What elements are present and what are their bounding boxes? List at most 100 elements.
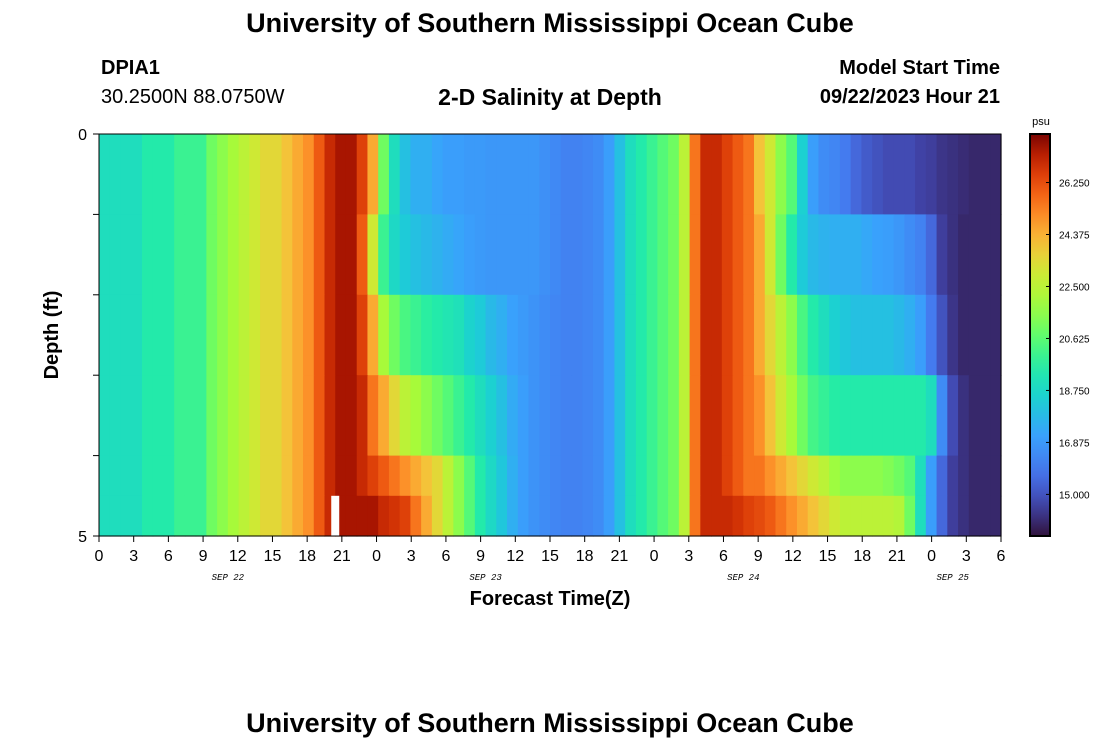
- heatmap-cell: [689, 134, 701, 215]
- heatmap-cell: [571, 214, 583, 296]
- heatmap-cell: [807, 214, 820, 296]
- heatmap-cell: [560, 375, 573, 457]
- heatmap-cell: [184, 495, 197, 537]
- heatmap-cell: [539, 495, 551, 537]
- date-label: SEP 23: [469, 573, 502, 583]
- colorbar-unit: psu: [1032, 116, 1050, 128]
- heatmap-cell: [270, 495, 283, 537]
- heatmap-cell: [99, 134, 111, 215]
- heatmap-cell: [571, 294, 583, 376]
- heatmap-cell: [614, 455, 626, 497]
- heatmap-cell: [206, 455, 218, 497]
- heatmap-cell: [839, 455, 852, 497]
- heatmap-cell: [453, 375, 465, 457]
- heatmap-cell: [195, 495, 207, 537]
- heatmap-cell: [345, 134, 358, 215]
- heatmap-cell: [281, 375, 293, 457]
- heatmap-cell: [582, 294, 594, 376]
- heatmap-cell: [668, 294, 680, 376]
- heatmap-cell: [646, 455, 658, 497]
- colorbar: 26.250 24.375 22.500 20.625 18.750 16.875 15.0…: [1029, 133, 1090, 537]
- heatmap-cell: [378, 455, 390, 497]
- heatmap-cell: [925, 214, 938, 296]
- heatmap-cell: [979, 214, 991, 296]
- x-tick-label: 12: [784, 548, 802, 565]
- heatmap-cell: [238, 214, 250, 296]
- heatmap-cell: [689, 294, 701, 376]
- heatmap-cell: [646, 294, 658, 376]
- heatmap-cell: [754, 294, 766, 376]
- x-tick-label: 3: [684, 548, 693, 565]
- heatmap-cell: [195, 375, 207, 457]
- heatmap-cell: [131, 134, 143, 215]
- heatmap-cell: [979, 455, 991, 497]
- heatmap-cell: [743, 214, 755, 296]
- heatmap-cell: [818, 375, 830, 457]
- heatmap-cell: [818, 134, 830, 215]
- heatmap-cell: [109, 134, 122, 215]
- heatmap-cell: [560, 455, 573, 497]
- heatmap-cell: [625, 134, 637, 215]
- heatmap-cell: [249, 214, 261, 296]
- heatmap-cell: [378, 495, 390, 537]
- heatmap-cell: [464, 214, 476, 296]
- x-tick-label: 18: [853, 548, 871, 565]
- heatmap-cell: [560, 214, 573, 296]
- heatmap-cell: [861, 375, 873, 457]
- heatmap-cell: [335, 214, 347, 296]
- heatmap-cell: [947, 134, 959, 215]
- heatmap-cell: [925, 455, 938, 497]
- heatmap-cell: [603, 495, 616, 537]
- heatmap-cell: [678, 214, 691, 296]
- heatmap-cell: [442, 375, 454, 457]
- heatmap-cell: [775, 214, 787, 296]
- heatmap-cell: [614, 214, 626, 296]
- heatmap-cell: [657, 455, 669, 497]
- heatmap-cell: [528, 375, 540, 457]
- heatmap-cell: [335, 495, 347, 537]
- x-tick-label: 0: [372, 548, 381, 565]
- heatmap-cell: [979, 375, 991, 457]
- heatmap-cell: [550, 294, 562, 376]
- heatmap-cell: [711, 214, 723, 296]
- heatmap-cell: [517, 375, 530, 457]
- heatmap-cell: [474, 455, 487, 497]
- heatmap-cell: [646, 495, 658, 537]
- heatmap-cell: [872, 214, 884, 296]
- heatmap-cell: [464, 294, 476, 376]
- heatmap-cell: [99, 455, 111, 497]
- heatmap-cell: [550, 375, 562, 457]
- heatmap-cell: [303, 375, 315, 457]
- heatmap-cell: [550, 495, 562, 537]
- heatmap-cell: [968, 294, 981, 376]
- heatmap-cell: [356, 294, 369, 376]
- heatmap-cell: [109, 455, 122, 497]
- heatmap-cell: [464, 375, 476, 457]
- colorbar-tick-label: 16.875: [1059, 438, 1090, 449]
- heatmap-cell: [163, 375, 175, 457]
- heatmap-cell: [260, 214, 272, 296]
- heatmap-cell: [313, 495, 326, 537]
- heatmap-cell: [292, 495, 304, 537]
- heatmap-cell: [474, 134, 487, 215]
- heatmap-cell: [453, 455, 465, 497]
- heatmap-cell: [399, 134, 412, 215]
- heatmap-cell: [678, 134, 691, 215]
- heatmap-cell: [431, 375, 444, 457]
- heatmap-cell: [356, 214, 369, 296]
- heatmap-cell: [453, 495, 465, 537]
- colorbar-tick-label: 18.750: [1059, 386, 1090, 397]
- heatmap-cell: [410, 134, 422, 215]
- heatmap-cell: [174, 375, 186, 457]
- chart-subtitle: 2-D Salinity at Depth: [438, 84, 662, 110]
- heatmap-cell: [861, 214, 873, 296]
- heatmap-cell: [345, 495, 358, 537]
- heatmap-cell: [625, 375, 637, 457]
- x-tick-label: 21: [333, 548, 351, 565]
- heatmap-cell: [764, 294, 777, 376]
- heatmap-cell: [947, 294, 959, 376]
- heatmap-cell: [614, 495, 626, 537]
- x-tick-label: 6: [997, 548, 1006, 565]
- x-tick-label: 9: [476, 548, 485, 565]
- heatmap-cell: [968, 134, 981, 215]
